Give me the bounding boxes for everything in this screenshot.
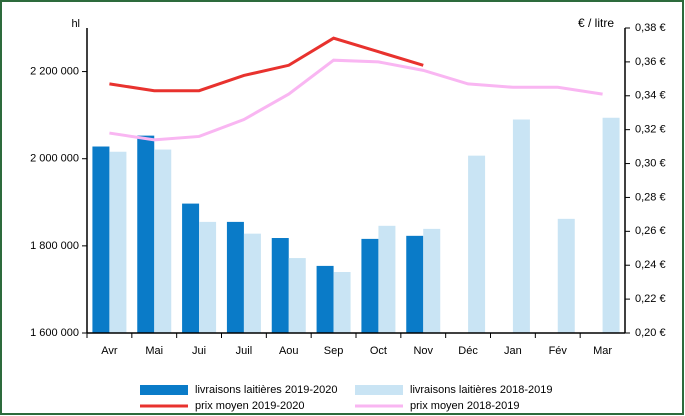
y2-tick-label: 0,22 € xyxy=(635,293,666,305)
y-tick-label: 2 000 000 xyxy=(30,153,79,165)
x-tick-label: Juil xyxy=(236,345,253,357)
y-axis-label: hl xyxy=(71,18,80,30)
bar xyxy=(271,238,289,333)
bar xyxy=(199,221,217,333)
y2-tick-label: 0,38 € xyxy=(635,22,666,34)
x-tick-label: Jan xyxy=(504,345,522,357)
bar xyxy=(243,233,261,333)
y-tick-label: 2 200 000 xyxy=(30,65,79,77)
bar xyxy=(109,151,127,333)
y-tick-label: 1 800 000 xyxy=(30,240,79,252)
bar xyxy=(316,265,334,333)
legend-swatch xyxy=(140,385,188,395)
bar xyxy=(602,117,620,333)
x-tick-label: Sep xyxy=(324,345,344,357)
line xyxy=(109,36,424,93)
x-tick-label: Mar xyxy=(593,345,612,357)
bar xyxy=(378,225,396,333)
y-tick-label: 1 600 000 xyxy=(30,327,79,339)
bar xyxy=(468,155,486,333)
bar xyxy=(423,228,441,333)
y2-tick-label: 0,20 € xyxy=(635,327,666,339)
bar xyxy=(182,203,200,333)
x-tick-label: Fév xyxy=(549,345,568,357)
x-tick-label: Nov xyxy=(413,345,433,357)
bar xyxy=(226,221,244,333)
x-tick-label: Jui xyxy=(192,345,206,357)
legend-label: prix moyen 2018-2019 xyxy=(410,400,519,412)
legend-label: livraisons laitières 2019-2020 xyxy=(195,384,337,396)
bar xyxy=(154,149,172,333)
y2-tick-label: 0,26 € xyxy=(635,225,666,237)
y2-axis-label: € / litre xyxy=(578,16,614,30)
legend-label: prix moyen 2019-2020 xyxy=(195,400,304,412)
y2-tick-label: 0,30 € xyxy=(635,157,666,169)
x-tick-label: Mai xyxy=(145,345,163,357)
y2-tick-label: 0,24 € xyxy=(635,259,666,271)
bar xyxy=(512,119,530,333)
x-tick-label: Avr xyxy=(101,345,118,357)
bar xyxy=(92,146,110,333)
bar xyxy=(333,272,351,333)
bar xyxy=(557,218,575,333)
y2-tick-label: 0,34 € xyxy=(635,90,666,102)
legend-swatch xyxy=(355,385,403,395)
bar xyxy=(288,258,306,333)
line xyxy=(109,58,603,142)
y2-tick-label: 0,36 € xyxy=(635,56,666,68)
y2-tick-label: 0,28 € xyxy=(635,191,666,203)
bar xyxy=(137,135,155,333)
x-tick-label: Aou xyxy=(279,345,299,357)
y2-tick-label: 0,32 € xyxy=(635,124,666,136)
x-tick-label: Déc xyxy=(458,345,478,357)
x-tick-label: Oct xyxy=(370,345,387,357)
bar xyxy=(361,238,379,333)
bar xyxy=(406,235,424,333)
legend-label: livraisons laitières 2018-2019 xyxy=(410,384,552,396)
